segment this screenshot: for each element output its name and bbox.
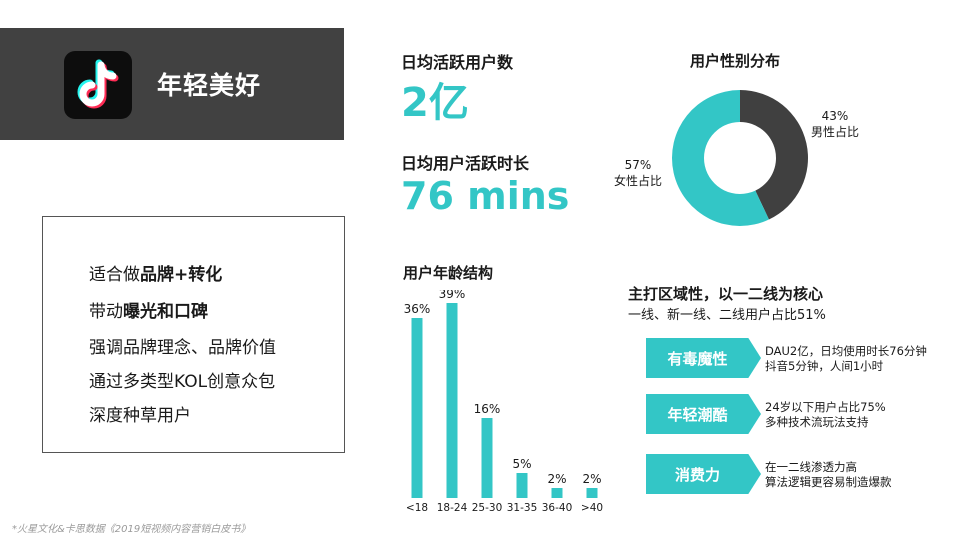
- female-pct: 57%: [624, 158, 652, 172]
- age-title: 用户年龄结构: [403, 264, 494, 282]
- age-value-label-5: 2%: [582, 472, 601, 486]
- female-note: 57% 女性占比: [609, 157, 667, 189]
- feature-tag-3: 消费力: [646, 454, 761, 494]
- male-label: 男性占比: [810, 125, 859, 139]
- key-points-box: 适合做品牌+转化 带动曝光和口碑 强调品牌理念、品牌价值 通过多类型KOL创意众…: [42, 216, 345, 453]
- point-2: 带动曝光和口碑: [89, 297, 208, 322]
- feature-2-line-1: 24岁以下用户占比75%: [765, 400, 886, 414]
- age-category-label-1: 18-24: [437, 502, 468, 514]
- feature-3-line-2: 算法逻辑更容易制造爆款: [765, 475, 892, 489]
- source-footnote: *火星文化&卡思数据《2019短视频内容营销白皮书》: [12, 524, 251, 535]
- gender-donut-chart: [672, 90, 808, 227]
- male-pct: 43%: [821, 109, 849, 123]
- age-value-label-3: 5%: [512, 457, 531, 471]
- age-value-label-2: 16%: [474, 402, 501, 416]
- feature-desc-2: 24岁以下用户占比75% 多种技术流玩法支持: [765, 400, 886, 430]
- point-3-text: 强调品牌理念、品牌价值: [89, 338, 276, 358]
- feature-tag-1: 有毒魔性: [646, 338, 761, 378]
- time-label: 日均用户活跃时长: [401, 154, 530, 173]
- age-category-label-4: 36-40: [542, 502, 573, 514]
- gender-title: 用户性别分布: [690, 52, 781, 70]
- point-4-text: 通过多类型KOL创意众包: [89, 372, 276, 392]
- feature-1-line-2: 抖音5分钟，人间1小时: [765, 359, 884, 373]
- feature-1-line-1: DAU2亿，日均使用时长76分钟: [765, 344, 927, 358]
- dau-value: 2亿: [401, 80, 469, 126]
- age-category-label-5: >40: [581, 502, 603, 514]
- feature-tag-2: 年轻潮酷: [646, 394, 761, 434]
- point-2-bold: 曝光和口碑: [123, 302, 208, 322]
- feature-desc-1: DAU2亿，日均使用时长76分钟 抖音5分钟，人间1小时: [765, 344, 927, 374]
- point-5-text: 深度种草用户: [89, 406, 191, 426]
- male-note: 43% 男性占比: [806, 108, 864, 140]
- age-bar-2: [481, 418, 493, 498]
- age-bar-1: [446, 303, 458, 498]
- point-1-prefix: 适合做: [89, 265, 140, 285]
- dau-label: 日均活跃用户数: [401, 53, 514, 72]
- donut-segment-male: [740, 90, 808, 220]
- female-label: 女性占比: [613, 174, 662, 188]
- point-3: 强调品牌理念、品牌价值: [89, 333, 276, 358]
- time-value: 76 mins: [401, 174, 570, 218]
- point-1: 适合做品牌+转化: [89, 260, 222, 285]
- feature-2-line-2: 多种技术流玩法支持: [765, 415, 869, 429]
- age-bar-4: [551, 488, 563, 498]
- point-4: 通过多类型KOL创意众包: [89, 367, 275, 392]
- point-2-prefix: 带动: [89, 302, 123, 322]
- age-bar-0: [411, 318, 423, 498]
- age-bar-5: [586, 488, 598, 498]
- point-1-bold: 品牌+转化: [140, 265, 223, 285]
- age-value-label-4: 2%: [547, 472, 566, 486]
- age-category-label-0: <18: [406, 502, 428, 514]
- age-category-label-3: 31-35: [507, 502, 538, 514]
- region-subtitle: 一线、新一线、二线用户占比51%: [628, 308, 826, 323]
- tiktok-logo-icon: [64, 51, 132, 119]
- age-value-label-1: 39%: [439, 290, 466, 301]
- age-category-label-2: 25-30: [472, 502, 503, 514]
- age-value-label-0: 36%: [404, 302, 431, 316]
- age-bar-3: [516, 473, 528, 498]
- donut-segment-female: [672, 90, 769, 227]
- header-band: [0, 28, 344, 140]
- point-5: 深度种草用户: [89, 401, 191, 426]
- feature-desc-3: 在一二线渗透力高 算法逻辑更容易制造爆款: [765, 460, 892, 490]
- region-title: 主打区域性，以一二线为核心: [628, 285, 824, 303]
- feature-3-line-1: 在一二线渗透力高: [765, 460, 857, 474]
- header-title: 年轻美好: [157, 71, 262, 100]
- age-bar-chart: 36% <18 39% 18-24 16% 25-30 5% 31-35 2% 36-40 2% >4…: [404, 290, 603, 514]
